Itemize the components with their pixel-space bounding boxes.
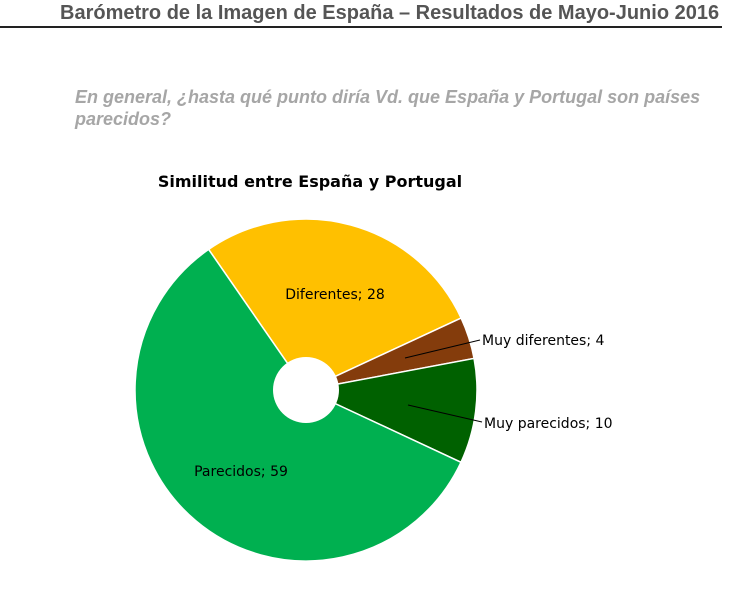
data-label-muy-parecidos: Muy parecidos; 10 [484, 416, 613, 432]
survey-question: En general, ¿hasta qué punto diría Vd. q… [75, 87, 701, 129]
header-divider [0, 26, 722, 28]
leader-line-muy-parecidos [407, 404, 483, 423]
donut-hole [273, 357, 339, 423]
pie-slice-muy-parecidos [303, 357, 478, 464]
data-label-muy-diferentes: Muy diferentes; 4 [482, 333, 605, 349]
leader-line-muy-diferentes [404, 339, 481, 359]
chart-title: Similitud entre España y Portugal [158, 172, 462, 191]
data-label-diferentes: Diferentes; 28 [285, 287, 385, 303]
page-header-title: Barómetro de la Imagen de España – Resul… [60, 2, 720, 24]
data-label-parecidos: Parecidos; 59 [194, 464, 288, 480]
